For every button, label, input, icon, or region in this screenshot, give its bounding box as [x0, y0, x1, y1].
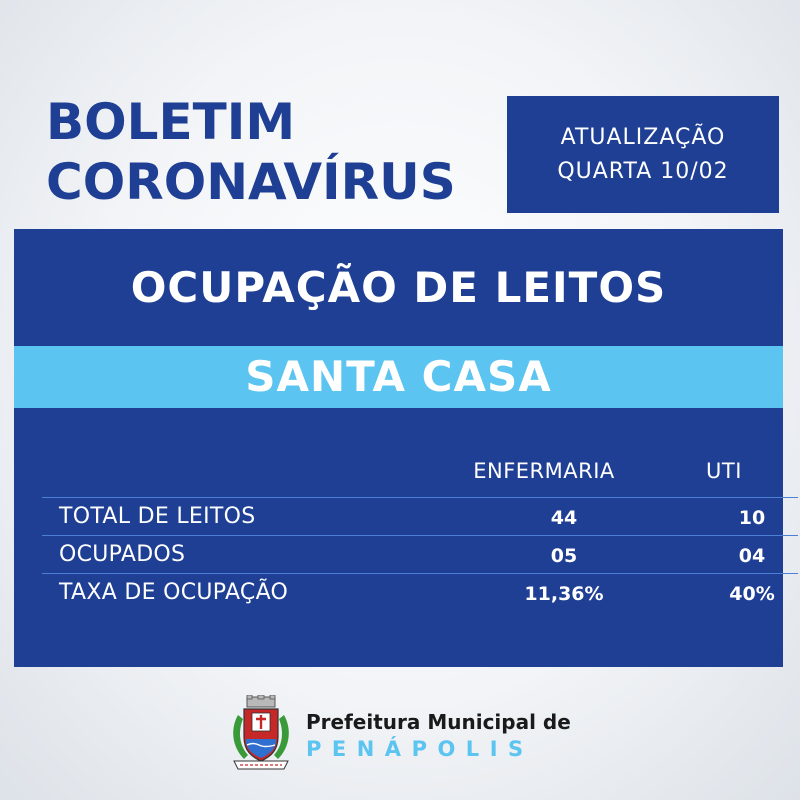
update-label: ATUALIZAÇÃO [560, 124, 726, 150]
page-title: BOLETIM CORONAVÍRUS [46, 92, 456, 212]
org-name: Prefeitura Municipal de [306, 710, 571, 734]
row-label: OCUPADOS [59, 542, 186, 567]
table-row: TAXA DE OCUPAÇÃO 11,36% 40% [42, 573, 798, 612]
update-box: ATUALIZAÇÃO QUARTA 10/02 [507, 96, 779, 213]
enfermaria-value: 05 [550, 545, 578, 567]
table-row: OCUPADOS 05 04 [42, 535, 798, 574]
enfermaria-value: 44 [550, 507, 578, 529]
title-line-1: BOLETIM [46, 93, 296, 151]
enfermaria-value: 11,36% [524, 583, 604, 605]
coat-of-arms-icon [228, 694, 294, 775]
column-header-uti: UTI [706, 459, 742, 483]
hospital-name: SANTA CASA [14, 346, 783, 408]
row-label: TAXA DE OCUPAÇÃO [59, 580, 289, 605]
uti-value: 04 [738, 545, 766, 567]
city-name: PENÁPOLIS [306, 737, 534, 761]
uti-value: 10 [738, 507, 766, 529]
table-row: TOTAL DE LEITOS 44 10 [42, 497, 798, 536]
beds-panel: OCUPAÇÃO DE LEITOS SANTA CASA ENFERMARIA… [14, 229, 798, 667]
row-label: TOTAL DE LEITOS [59, 504, 256, 529]
uti-value: 40% [729, 583, 775, 605]
title-line-2: CORONAVÍRUS [46, 153, 456, 211]
column-header-enfermaria: ENFERMARIA [473, 459, 615, 483]
update-date: QUARTA 10/02 [557, 158, 729, 184]
panel-title: OCUPAÇÃO DE LEITOS [130, 263, 667, 312]
